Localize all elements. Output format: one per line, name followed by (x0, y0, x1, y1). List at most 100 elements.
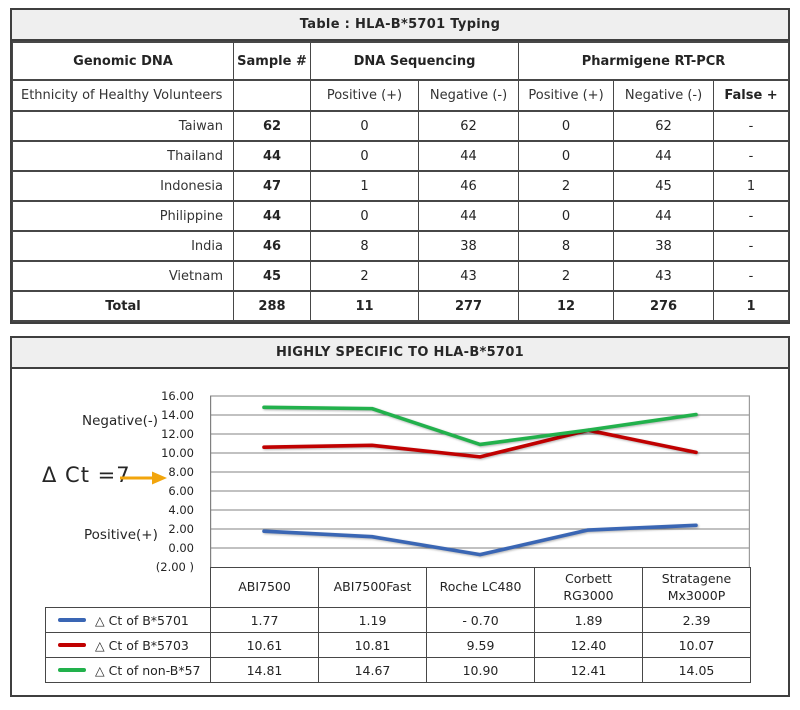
cell-seq-pos: 8 (310, 230, 419, 262)
legend-value-cell: - 0.70 (426, 607, 535, 633)
legend-row: △ Ct of B*5701 1.77 1.19- 0.70 1.89 2.39 (45, 607, 751, 633)
header-pharmigene: Pharmigene RT-PCR (518, 41, 790, 81)
header-ethnicity: Ethnicity of Healthy Volunteers (12, 79, 234, 112)
legend-value-cell: 12.40 (534, 632, 643, 658)
cell-ethnicity: India (12, 230, 234, 262)
cell-pcr-neg: 38 (613, 230, 715, 262)
header-false-positive: False + (713, 79, 790, 112)
y-tick-label: 16.00 (161, 389, 194, 403)
negative-region-label: Negative(-) (82, 413, 158, 429)
legend-value-cell: 1.89 (534, 607, 643, 633)
table-row: Vietnam 45 2 43 2 43- (12, 260, 790, 292)
cell-seq-neg: 38 (417, 230, 520, 262)
cell-sample: 44 (233, 200, 311, 232)
table-row: Philippine 44 0 44 0 44- (12, 200, 790, 232)
legend-value-cell: 10.81 (318, 632, 427, 658)
cell-pcr-neg: 44 (613, 200, 715, 232)
legend-value-cell: 14.67 (318, 657, 427, 683)
cell-false-pos: - (713, 110, 790, 142)
legend-value-cell: 1.77 (210, 607, 319, 633)
legend-header-empty (46, 568, 211, 608)
chart-legend-table: ABI7500 ABI7500Fast Roche LC480 Corbett … (45, 567, 751, 683)
table-title: Table : HLA-B*5701 Typing (12, 10, 788, 41)
category-corbett-rg3000: Corbett RG3000 (534, 567, 643, 608)
legend-label: △ Ct of B*5701 (45, 607, 211, 633)
legend-value-cell: 1.19 (318, 607, 427, 633)
legend-value-cell: 10.90 (426, 657, 535, 683)
legend-body: △ Ct of B*5701 1.77 1.19- 0.70 1.89 2.39 △ Ct… (45, 607, 751, 683)
cell-pcr-pos: 0 (518, 110, 615, 142)
legend-label: △ Ct of B*5703 (45, 632, 211, 658)
legend-value-cell: 14.81 (210, 657, 319, 683)
legend-label: △ Ct of non-B*57 (45, 657, 211, 683)
y-tick-label: 0.00 (168, 541, 194, 555)
table-body: Taiwan 62 0 62 0 62- Thailand 44 0 44 0 44- Indonesi… (12, 110, 790, 322)
cell-pcr-pos: 0 (518, 140, 615, 172)
cell-false-pos: - (713, 140, 790, 172)
legend-header-row: ABI7500 ABI7500Fast Roche LC480 Corbett … (46, 567, 751, 608)
cell-seq-neg: 277 (417, 290, 520, 322)
cell-seq-neg: 44 (417, 140, 520, 172)
chart-body: Negative(-) Δ Ct =7 Positive(+) 16.00 14.… (12, 369, 788, 695)
table-header-sub: Ethnicity of Healthy Volunteers Positive… (12, 79, 790, 112)
cell-false-pos: - (713, 230, 790, 262)
cell-seq-pos: 0 (310, 200, 419, 232)
legend-value-cell: 12.41 (534, 657, 643, 683)
header-genomic-dna: Genomic DNA (12, 41, 234, 81)
cell-seq-neg: 46 (417, 170, 520, 202)
legend-row: △ Ct of B*5703 10.61 10.81 9.59 12.40 10.07 (45, 632, 751, 658)
y-tick-label: (2.00 ) (155, 560, 194, 574)
legend-series-name: △ Ct of B*5703 (95, 637, 189, 653)
header-dna-sequencing: DNA Sequencing (309, 41, 520, 81)
legend-line-swatch (58, 668, 86, 672)
cell-pcr-neg: 45 (613, 170, 715, 202)
header-sample: Sample # (233, 41, 311, 81)
legend-series-name: △ Ct of B*5701 (95, 612, 189, 628)
legend-row: △ Ct of non-B*57 14.81 14.67 10.90 12.41 14.0… (45, 657, 751, 683)
hla-typing-table: Genomic DNA Sample # DNA Sequencing Phar… (12, 41, 790, 322)
hla-typing-table-panel: Table : HLA-B*5701 Typing Genomic DNA Sa… (10, 8, 790, 324)
header-seq-positive: Positive (+) (310, 79, 419, 112)
cell-ethnicity: Total (12, 290, 234, 322)
cell-seq-neg: 43 (417, 260, 520, 292)
cell-seq-pos: 2 (310, 260, 419, 292)
line-chart-plot (210, 395, 751, 567)
legend-value-cell: 10.07 (642, 632, 751, 658)
cell-ethnicity: Vietnam (12, 260, 234, 292)
legend-value-cell: 14.05 (642, 657, 751, 683)
series-line-0 (262, 523, 698, 557)
legend-line-swatch (58, 618, 86, 622)
cell-pcr-neg: 43 (613, 260, 715, 292)
table-row: Thailand 44 0 44 0 44- (12, 140, 790, 172)
cell-seq-pos: 1 (310, 170, 419, 202)
legend-value-cell: 9.59 (426, 632, 535, 658)
cell-false-pos: - (713, 260, 790, 292)
cell-pcr-pos: 12 (518, 290, 615, 322)
legend-line-swatch (58, 643, 86, 647)
cell-pcr-neg: 276 (613, 290, 715, 322)
category-roche-lc480: Roche LC480 (426, 567, 535, 608)
positive-region-label: Positive(+) (84, 527, 158, 543)
total-row: Total 288 11 277 12 276 1 (12, 290, 790, 322)
header-pcr-negative: Negative (-) (613, 79, 715, 112)
legend-value-cell: 2.39 (642, 607, 751, 633)
cell-sample: 44 (233, 140, 311, 172)
cell-seq-pos: 0 (310, 110, 419, 142)
cell-sample: 46 (233, 230, 311, 262)
series-line-2 (262, 405, 698, 447)
cell-pcr-neg: 62 (613, 110, 715, 142)
category-abi7500fast: ABI7500Fast (318, 567, 427, 608)
category-abi7500: ABI7500 (210, 567, 319, 608)
y-tick-label: 2.00 (168, 522, 194, 536)
cell-sample: 288 (233, 290, 311, 322)
y-tick-label: 4.00 (168, 503, 194, 517)
cell-false-pos: 1 (713, 170, 790, 202)
y-tick-label: 6.00 (168, 484, 194, 498)
cell-ethnicity: Taiwan (12, 110, 234, 142)
y-tick-label: 14.00 (161, 408, 194, 422)
cell-seq-pos: 0 (310, 140, 419, 172)
cell-sample: 47 (233, 170, 311, 202)
cell-pcr-pos: 2 (518, 170, 615, 202)
table-row: Taiwan 62 0 62 0 62- (12, 110, 790, 142)
legend-value-cell: 10.61 (210, 632, 319, 658)
